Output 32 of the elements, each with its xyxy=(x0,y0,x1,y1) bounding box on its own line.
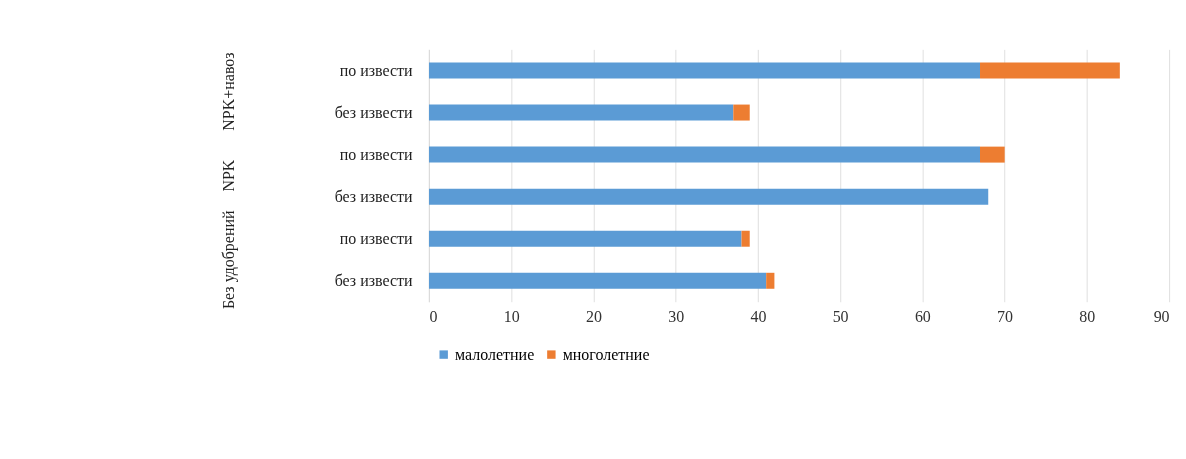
bar xyxy=(428,188,989,205)
x-tick-label: 80 xyxy=(1079,307,1096,325)
x-tick-label: 90 xyxy=(1153,307,1170,325)
x-tick-label: 50 xyxy=(832,307,849,325)
y-tick-label: по извести xyxy=(339,61,414,79)
bar xyxy=(741,230,750,247)
y-tick-label: без извести xyxy=(334,271,414,289)
bar xyxy=(428,272,767,289)
y-tick-label: без извести xyxy=(334,187,414,205)
x-tick-label: 10 xyxy=(503,307,520,325)
x-tick-label: 70 xyxy=(997,307,1014,325)
x-tick-label: 0 xyxy=(429,307,438,325)
y-tick-label: по извести xyxy=(339,145,414,163)
x-tick-label: 40 xyxy=(750,307,767,325)
bar xyxy=(428,104,734,121)
text: NPK+навоз xyxy=(219,52,237,131)
text: NPK xyxy=(219,159,237,192)
x-tick-label: 20 xyxy=(585,307,602,325)
text: Без удобрений xyxy=(219,209,238,310)
legend-label: малолетние xyxy=(455,345,535,363)
x-tick-label: 60 xyxy=(914,307,931,325)
bar xyxy=(428,146,981,163)
bar xyxy=(980,146,1005,163)
y-tick-label: без извести xyxy=(334,103,414,121)
x-tick-label: 30 xyxy=(668,307,685,325)
bar xyxy=(428,230,742,247)
bar xyxy=(428,62,981,79)
y-tick-label: по извести xyxy=(339,229,414,247)
bar xyxy=(733,104,750,121)
legend-label: многолетние xyxy=(562,345,650,363)
bar xyxy=(766,272,775,289)
bar xyxy=(980,62,1120,79)
